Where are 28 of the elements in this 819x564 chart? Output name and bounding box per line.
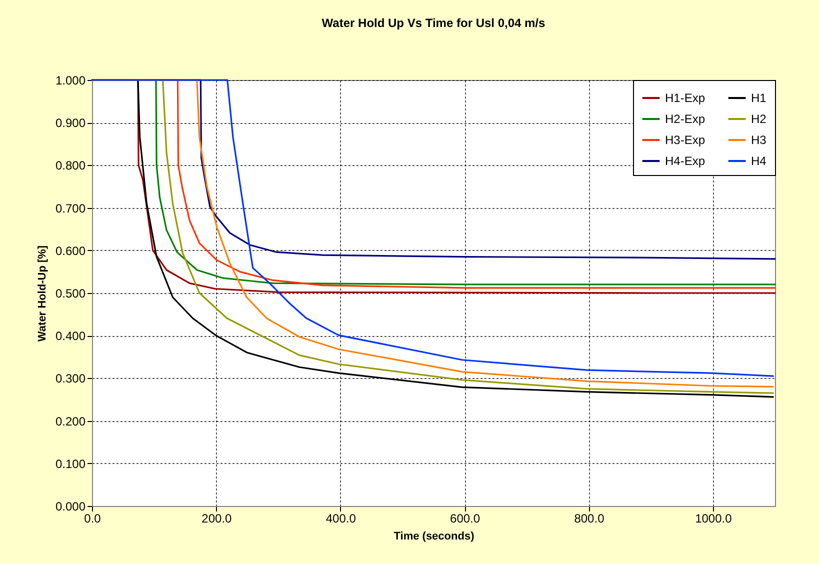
y-tick-label: 1.000	[55, 74, 86, 88]
y-tick-label: 0.500	[55, 286, 86, 300]
legend-label: H2	[751, 112, 767, 126]
legend-label: H4	[751, 154, 767, 168]
legend-label: H3-Exp	[665, 133, 706, 147]
x-tick-label: 600.0	[450, 512, 480, 526]
y-axis-title: Water Hold-Up [%]	[36, 245, 48, 342]
legend-label: H4-Exp	[665, 154, 706, 168]
y-tick-label: 0.000	[55, 500, 86, 514]
y-tick-label: 0.700	[55, 201, 86, 216]
legend-label: H1-Exp	[665, 91, 706, 105]
y-tick-label: 0.800	[55, 158, 86, 173]
y-tick-label: 0.400	[55, 329, 86, 344]
x-tick-label: 1000.0	[695, 512, 732, 526]
y-tick-label: 0.600	[55, 244, 86, 258]
legend-label: H3	[751, 133, 767, 147]
chart-title: Water Hold Up Vs Time for Usl 0,04 m/s	[322, 16, 546, 30]
y-tick-label: 0.900	[55, 116, 86, 130]
x-tick-label: 200.0	[202, 512, 232, 526]
y-tick-label: 0.100	[55, 456, 86, 471]
x-tick-label: 400.0	[326, 512, 356, 526]
x-tick-label: 800.0	[574, 512, 605, 526]
y-tick-label: 0.300	[55, 372, 86, 386]
legend-label: H1	[751, 91, 767, 105]
legend-label: H2-Exp	[665, 112, 706, 126]
x-axis-title: Time (seconds)	[394, 530, 475, 542]
x-tick-label: 0.0	[84, 512, 102, 526]
y-tick-label: 0.200	[55, 414, 86, 428]
